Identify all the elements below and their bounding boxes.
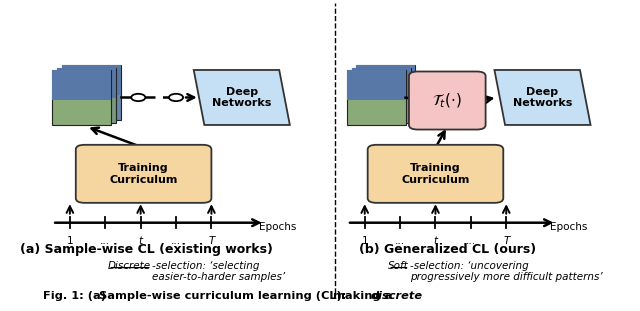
Text: -selection: ‘uncovering
progressively more difficult patterns’: -selection: ‘uncovering progressively mo…	[410, 261, 603, 282]
Text: -selection: ‘selecting
easier-to-harder samples’: -selection: ‘selecting easier-to-harder …	[152, 261, 285, 282]
Text: T: T	[503, 236, 509, 246]
Text: ...: ...	[466, 236, 476, 246]
Text: ...: ...	[171, 236, 181, 246]
FancyBboxPatch shape	[61, 65, 120, 95]
Text: making a: making a	[330, 291, 397, 301]
Circle shape	[169, 94, 183, 101]
FancyBboxPatch shape	[76, 145, 211, 203]
FancyBboxPatch shape	[409, 72, 486, 130]
Text: Training
Curriculum: Training Curriculum	[109, 163, 178, 185]
Text: ...: ...	[395, 236, 405, 246]
Polygon shape	[495, 70, 591, 125]
FancyBboxPatch shape	[52, 70, 111, 125]
FancyBboxPatch shape	[347, 70, 406, 100]
Text: discrete: discrete	[371, 291, 423, 301]
FancyBboxPatch shape	[57, 67, 116, 98]
Polygon shape	[194, 70, 290, 125]
FancyBboxPatch shape	[356, 65, 415, 120]
Text: T: T	[208, 236, 214, 246]
Text: Sample-wise curriculum learning (CL):: Sample-wise curriculum learning (CL):	[99, 291, 347, 301]
Circle shape	[131, 94, 145, 101]
Text: 1: 1	[67, 236, 73, 246]
FancyBboxPatch shape	[356, 65, 415, 95]
FancyBboxPatch shape	[347, 70, 406, 125]
Text: Discrete: Discrete	[108, 261, 151, 271]
Text: t: t	[433, 236, 438, 246]
Text: (a) Sample-wise CL (existing works): (a) Sample-wise CL (existing works)	[20, 243, 273, 256]
FancyBboxPatch shape	[61, 65, 120, 120]
Text: Training
Curriculum: Training Curriculum	[401, 163, 470, 185]
Text: ...: ...	[100, 236, 110, 246]
FancyBboxPatch shape	[57, 67, 116, 123]
Text: $\mathcal{T}_t(\cdot)$: $\mathcal{T}_t(\cdot)$	[432, 91, 462, 110]
Text: Deep
Networks: Deep Networks	[212, 87, 271, 108]
FancyBboxPatch shape	[367, 145, 503, 203]
Text: Epochs: Epochs	[259, 222, 296, 232]
Text: (b) Generalized CL (ours): (b) Generalized CL (ours)	[358, 243, 536, 256]
Text: Epochs: Epochs	[550, 222, 588, 232]
Text: Fig. 1: (a): Fig. 1: (a)	[44, 291, 110, 301]
Text: 1: 1	[362, 236, 368, 246]
FancyBboxPatch shape	[352, 67, 411, 123]
FancyBboxPatch shape	[52, 70, 111, 100]
Text: t: t	[139, 236, 143, 246]
FancyBboxPatch shape	[352, 67, 411, 98]
Text: Soft: Soft	[388, 261, 409, 271]
Text: Deep
Networks: Deep Networks	[513, 87, 572, 108]
